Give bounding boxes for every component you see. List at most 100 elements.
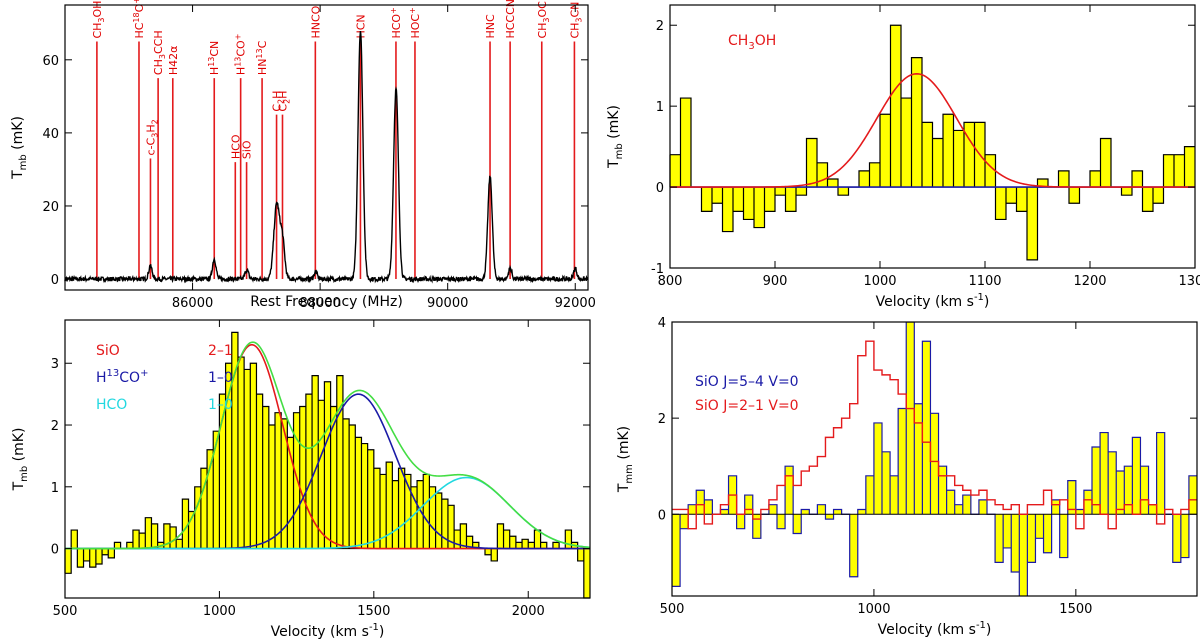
histogram-bar [312, 375, 319, 549]
legend-species: HCO [96, 397, 127, 413]
histogram-bar [1163, 154, 1174, 188]
histogram-bar [817, 504, 826, 515]
histogram-bar [454, 530, 461, 549]
summed-fit [65, 341, 591, 550]
histogram-bar [1156, 432, 1165, 515]
y-tick-label: 20 [42, 200, 59, 215]
x-tick-label: 86000 [172, 296, 213, 311]
histogram-bar [349, 425, 356, 549]
y-axis-label: Tmb (mK) [10, 116, 29, 180]
spectrum-line [64, 30, 589, 284]
histogram-bar [995, 514, 1004, 563]
histogram-bar [720, 509, 729, 515]
histogram-bar [1058, 170, 1069, 188]
histogram-bar [1067, 480, 1076, 515]
x-tick-label: 1500 [1059, 602, 1092, 617]
x-axis-label: Velocity (km s-1) [876, 292, 990, 310]
histogram-bar [1142, 187, 1153, 212]
panel-ch3oh: 800 900 1000 1100 1200 1300 -1 0 1 2 CH3OH Velocity… [606, 4, 1200, 310]
y-tick-label: 0 [51, 543, 59, 558]
histogram-bar [497, 523, 504, 549]
histogram-bar [472, 542, 479, 549]
histogram-bar [324, 381, 331, 549]
histogram-bar [922, 341, 931, 515]
line-marker-label: HN13C [255, 40, 269, 75]
histogram-bar [423, 474, 430, 549]
histogram-bar [670, 154, 681, 188]
histogram-bar [207, 449, 214, 549]
histogram-bar [869, 162, 880, 188]
histogram-bar [583, 548, 590, 598]
x-tick-label: 2000 [512, 604, 545, 619]
x-tick-label: 1500 [357, 604, 390, 619]
histogram-bar [231, 332, 238, 549]
histogram-bar [188, 511, 195, 549]
y-tick-label: 2 [656, 19, 664, 34]
histogram-bar [890, 475, 899, 515]
histogram-bar [447, 505, 455, 549]
histogram-bar [1174, 154, 1185, 188]
y-tick-label: -1 [651, 262, 664, 277]
histogram-bar [1100, 432, 1109, 515]
histogram-bar [342, 418, 350, 549]
x-tick-label: 800 [658, 274, 683, 289]
line-marker-label: C2H [276, 91, 291, 112]
histogram-bar [768, 504, 777, 515]
histogram-bar [540, 542, 547, 549]
histogram-bar [744, 495, 753, 515]
histogram-bar [914, 403, 923, 515]
histogram-bar [1172, 514, 1181, 563]
y-axis-label: Tmm (mK) [616, 426, 635, 493]
histogram-bar [1100, 138, 1111, 188]
line-marker-label: H42α [167, 46, 180, 76]
histogram-bar [151, 523, 158, 549]
histogram-bar [688, 504, 697, 515]
line-marker-label: c-C3H2 [144, 119, 159, 155]
y-tick-label: 1 [656, 100, 664, 115]
histogram-bar [330, 406, 337, 549]
histogram-bar [435, 492, 442, 549]
histogram-bar [857, 509, 866, 515]
line-marker-label: H13CN [207, 41, 221, 75]
histogram-bar [305, 394, 313, 549]
histogram-bar [281, 418, 288, 549]
histogram-bar [817, 162, 828, 188]
histogram-bar [139, 533, 146, 549]
x-tick-label: 1000 [863, 274, 896, 289]
histogram-bar [825, 514, 834, 520]
histogram-bar [176, 539, 183, 549]
histogram-bar [95, 548, 103, 565]
histogram-bar [1132, 437, 1141, 515]
histogram-bar [1121, 187, 1132, 196]
histogram-bar [777, 514, 786, 529]
plot-frame [671, 321, 1198, 597]
histogram-bar [1027, 514, 1036, 563]
plot-area [672, 322, 1197, 596]
gaussian-fit [670, 72, 1195, 188]
histogram-bar [704, 499, 713, 515]
line-marker-label: CH3OCH3 [536, 0, 551, 39]
y-axis-label: Tmb (mK) [606, 105, 625, 169]
line-marker-label: CH3OH [91, 1, 106, 39]
x-tick-label: 92000 [555, 296, 596, 311]
plot-frame [64, 4, 589, 291]
y-tick-label: 1 [51, 481, 59, 496]
histogram-bar [466, 536, 473, 549]
histogram-bar [244, 369, 251, 549]
x-tick-label: 500 [53, 604, 78, 619]
histogram-bar [680, 98, 691, 188]
histogram-bar [237, 357, 245, 549]
histogram-bar [509, 536, 516, 549]
histogram-bar [441, 499, 448, 549]
histogram-bar [392, 480, 399, 549]
x-axis-label: Velocity (km s-1) [878, 620, 992, 638]
histogram-bar [932, 138, 943, 188]
histogram-bar [250, 363, 257, 549]
histogram-bar [785, 466, 794, 515]
histogram-bar [1059, 514, 1068, 558]
histogram-bar [752, 514, 761, 539]
histogram-bar [930, 413, 939, 515]
histogram-bar [213, 431, 220, 549]
histogram-bar [1011, 514, 1020, 572]
